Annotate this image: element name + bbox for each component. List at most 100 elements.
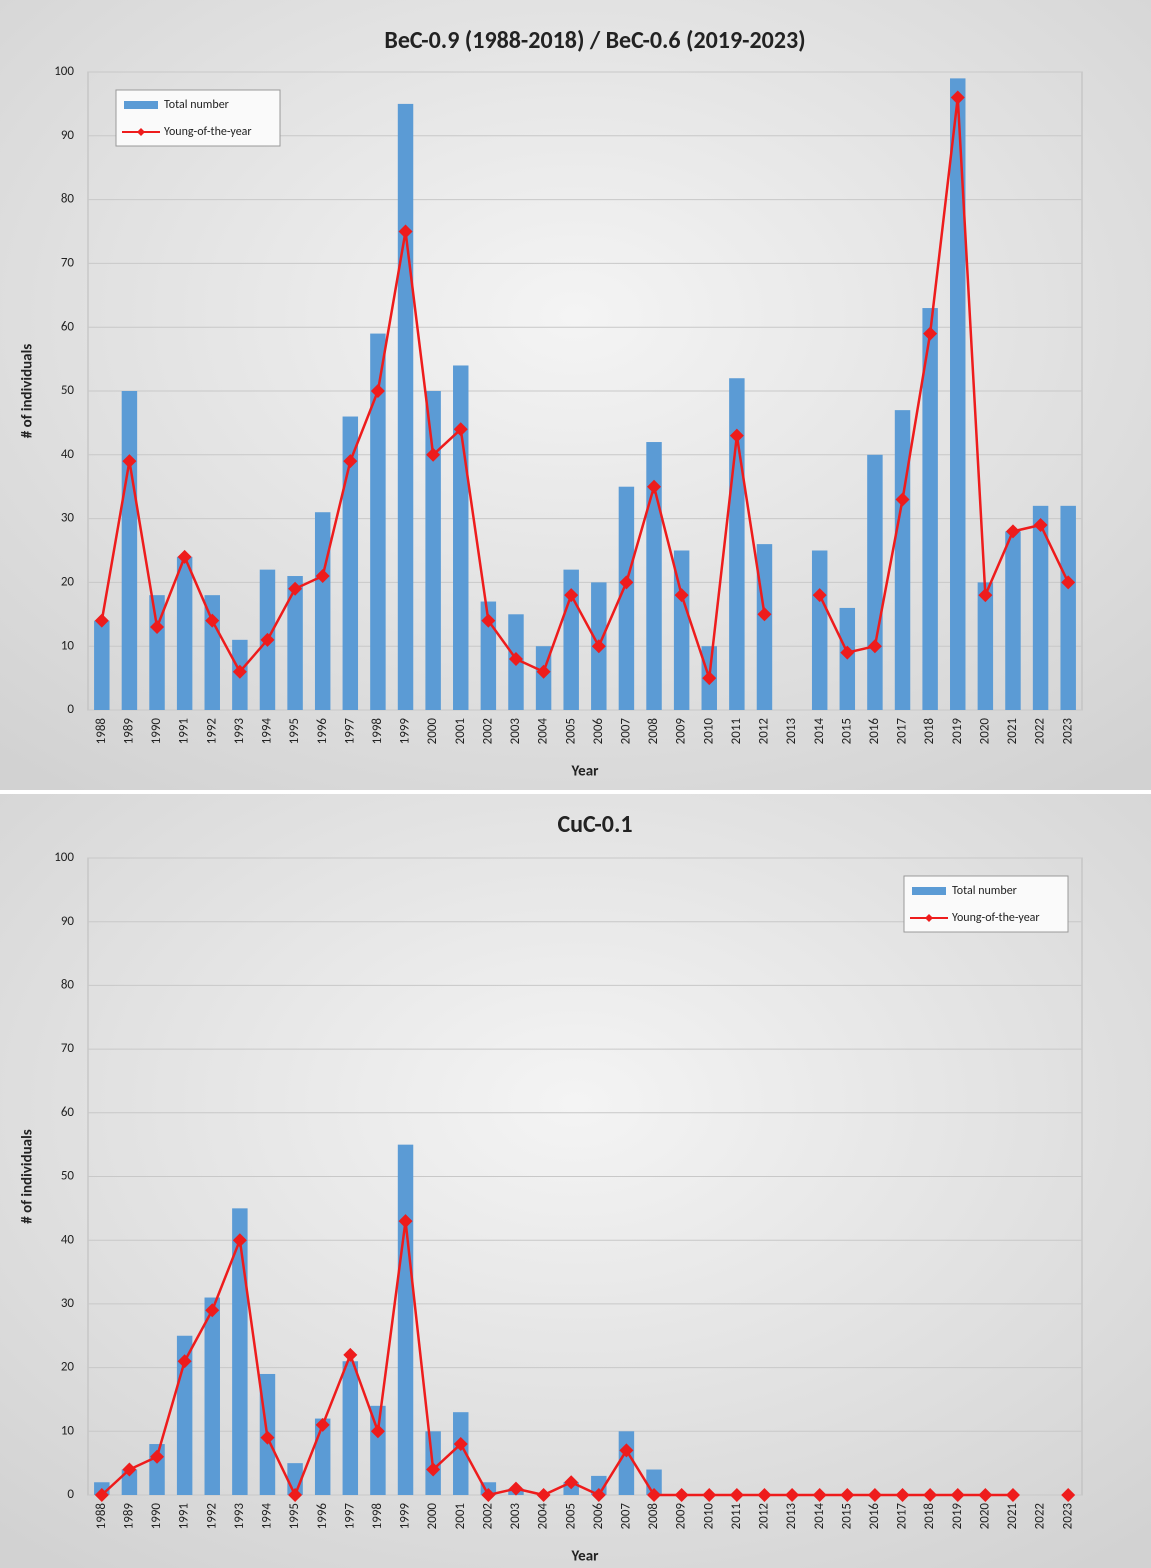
- bar: [480, 601, 497, 710]
- line-marker: [591, 1488, 606, 1502]
- line-marker: [536, 664, 551, 679]
- x-tick-label: 2022: [1033, 718, 1048, 745]
- chart: CuC-0.1 # of individuals Year 0 10 20 30 40 50 60…: [19, 810, 1083, 1566]
- x-tick-label: 2014: [812, 1503, 827, 1530]
- legend-label: Total number: [952, 884, 1017, 898]
- x-tick-label: 2020: [977, 1503, 992, 1530]
- line-marker: [94, 613, 109, 628]
- line-marker: [315, 569, 330, 584]
- line-marker: [177, 549, 192, 564]
- x-tick-label: 2008: [646, 1503, 661, 1530]
- x-tick-label: 1999: [398, 1503, 413, 1530]
- bar: [176, 556, 193, 710]
- line-marker: [1061, 1488, 1076, 1502]
- x-tick-label: 1988: [94, 1503, 109, 1530]
- bar: [894, 410, 911, 710]
- line-marker: [895, 1488, 910, 1502]
- x-tick-label: 2022: [1033, 1503, 1048, 1530]
- x-tick-label: 1996: [315, 1503, 330, 1530]
- line-marker: [536, 1488, 551, 1502]
- line-marker: [702, 1488, 717, 1502]
- chart-title: CuC-0.1: [557, 810, 632, 839]
- y-tick-label: 80: [61, 978, 75, 993]
- x-tick-label: 1992: [204, 718, 219, 745]
- x-tick-label: 2013: [784, 718, 799, 745]
- bar: [121, 1469, 138, 1495]
- line-marker: [1005, 1488, 1020, 1502]
- line-marker: [950, 90, 965, 105]
- line-marker: [150, 1449, 165, 1464]
- x-tick-label: 1994: [260, 718, 275, 745]
- y-axis-title: # of individuals: [19, 344, 37, 438]
- x-tick-label: 2011: [729, 1503, 744, 1529]
- line-marker: [122, 1462, 137, 1477]
- line-marker: [1033, 517, 1048, 532]
- line-marker: [674, 588, 689, 603]
- bar: [673, 550, 690, 710]
- bar: [729, 378, 745, 710]
- x-tick-label: 1988: [94, 718, 109, 745]
- x-tick-label: 2015: [839, 1503, 854, 1529]
- x-tick-label: 2017: [895, 1503, 910, 1530]
- x-tick-label: 1995: [287, 718, 302, 744]
- line-marker: [812, 588, 827, 603]
- x-tick-label: 1991: [177, 1503, 192, 1529]
- line-marker: [205, 1303, 220, 1318]
- line-marker: [150, 620, 165, 635]
- line-marker: [453, 422, 468, 437]
- legend-swatch: [137, 128, 145, 136]
- x-tick-label: 2004: [536, 1503, 551, 1530]
- line-marker: [343, 454, 358, 469]
- y-tick-label: 40: [61, 447, 75, 462]
- bar: [149, 595, 165, 710]
- bar: [646, 1469, 662, 1495]
- line-marker: [205, 613, 220, 628]
- x-tick-label: 2008: [646, 718, 661, 745]
- y-tick-label: 50: [61, 1169, 75, 1184]
- bar: [397, 103, 414, 710]
- x-tick-label: 2023: [1060, 718, 1075, 745]
- x-tick-label: 2013: [784, 1503, 799, 1530]
- x-tick-label: 2012: [757, 1503, 772, 1530]
- bar: [204, 595, 220, 710]
- line-marker: [978, 1488, 993, 1502]
- y-tick-label: 100: [54, 850, 74, 865]
- line-marker: [619, 575, 634, 590]
- x-tick-label: 2010: [701, 718, 716, 745]
- x-tick-label: 2016: [867, 1503, 882, 1530]
- chart: BeC-0.9 (1988-2018) / BeC-0.6 (2019-2023…: [19, 26, 1083, 781]
- y-tick-label: 70: [61, 1041, 75, 1056]
- line-marker: [647, 479, 662, 494]
- x-tick-label: 1989: [122, 718, 137, 745]
- x-tick-label: 2009: [674, 718, 689, 745]
- x-tick-label: 1990: [149, 718, 164, 745]
- line-marker: [481, 613, 496, 628]
- bar: [867, 454, 883, 710]
- bar: [453, 1412, 469, 1495]
- x-tick-label: 2004: [536, 718, 551, 745]
- bar: [121, 391, 138, 710]
- line-marker: [398, 1214, 413, 1229]
- x-tick-label: 2003: [508, 718, 523, 745]
- legend-label: Young-of-the-year: [952, 911, 1040, 925]
- line-marker: [785, 1488, 800, 1502]
- x-tick-label: 2021: [1005, 1503, 1020, 1529]
- bar: [922, 308, 938, 710]
- x-tick-label: 2021: [1005, 718, 1020, 744]
- bar: [977, 582, 994, 710]
- y-tick-label: 60: [61, 319, 75, 334]
- line-marker: [288, 581, 303, 596]
- y-tick-label: 90: [61, 914, 75, 929]
- y-tick-label: 70: [61, 256, 75, 271]
- line-marker: [840, 645, 855, 660]
- legend-swatch: [124, 101, 158, 109]
- x-tick-label: 1999: [398, 718, 413, 745]
- bar: [618, 486, 635, 710]
- line-marker: [923, 1488, 938, 1502]
- line-marker: [260, 632, 275, 647]
- y-tick-label: 40: [61, 1232, 75, 1247]
- line-marker: [840, 1488, 855, 1502]
- x-tick-label: 1991: [177, 718, 192, 744]
- x-tick-label: 2001: [453, 1503, 468, 1529]
